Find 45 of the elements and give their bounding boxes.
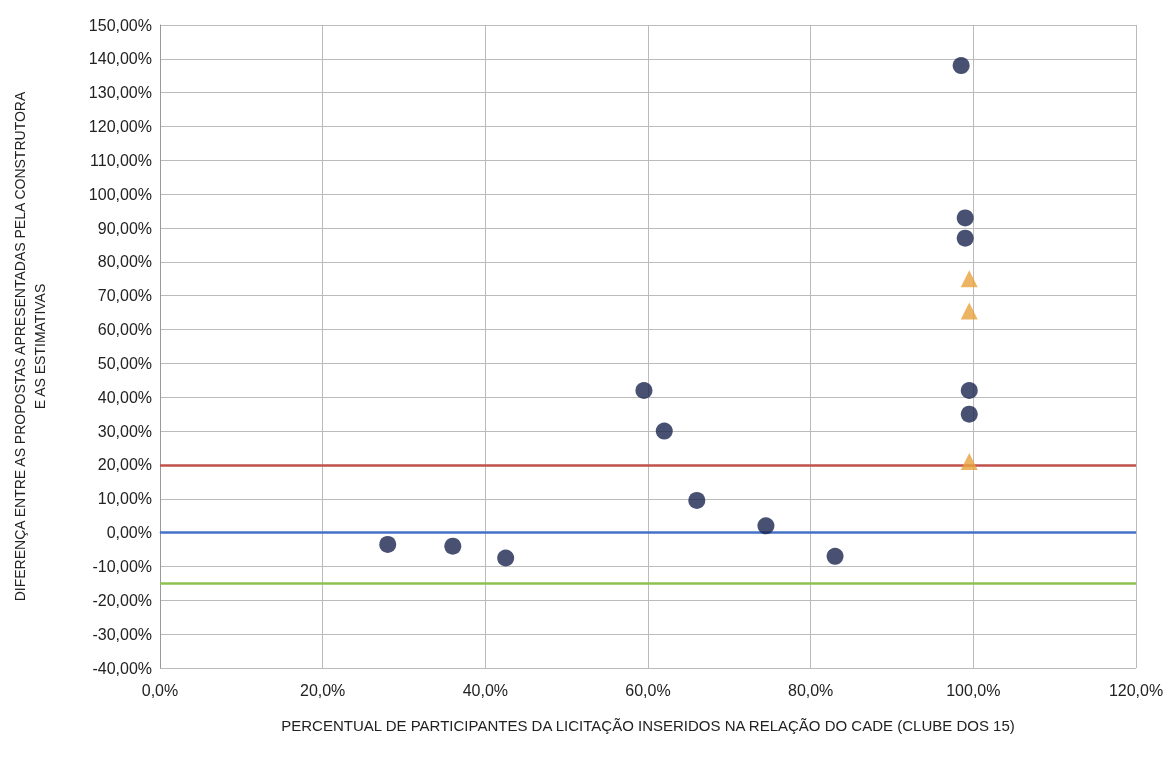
y-tick-label: 140,00% bbox=[88, 50, 152, 68]
point bbox=[956, 209, 974, 227]
point bbox=[757, 517, 775, 535]
x-tick-label: 100,0% bbox=[946, 681, 1001, 699]
x-axis-title: PERCENTUAL DE PARTICIPANTES DA LICITAÇÃO INSERIDOS NA RELAÇÃO DO CADE (CLUBE DOS 15) bbox=[281, 717, 1015, 734]
x-tick-label: 60,0% bbox=[625, 681, 671, 699]
y-tick-label: -20,00% bbox=[92, 591, 152, 609]
y-tick-label: 70,00% bbox=[97, 287, 152, 305]
y-tick-label: 150,00% bbox=[88, 16, 152, 34]
y-tick-label: 130,00% bbox=[88, 84, 152, 102]
point bbox=[688, 491, 706, 509]
y-tick-label: 30,00% bbox=[97, 422, 152, 440]
y-tick-label: 20,00% bbox=[97, 456, 152, 474]
x-tick-label: 0,0% bbox=[141, 681, 179, 699]
y-tick-label: 100,00% bbox=[88, 185, 152, 203]
y-axis-title: DIFERENÇA ENTRE AS PROPOSTAS APRESENTADAS PELA CONSTRUTORA E AS ESTIMATIVAS bbox=[12, 91, 48, 602]
y-tick-label: 80,00% bbox=[97, 253, 152, 271]
y-tick-label: -10,00% bbox=[92, 557, 152, 575]
x-tick-label: 80,0% bbox=[787, 681, 834, 699]
point bbox=[952, 57, 970, 75]
y-tick-label: 110,00% bbox=[90, 151, 152, 169]
y-tick-label: 40,00% bbox=[97, 388, 152, 406]
point bbox=[655, 422, 673, 440]
x-tick-label: 40,0% bbox=[462, 681, 509, 699]
point bbox=[497, 549, 515, 567]
point bbox=[960, 453, 978, 471]
y-tick-label: 10,00% bbox=[97, 490, 152, 508]
y-tick-label: -40,00% bbox=[92, 659, 152, 677]
point bbox=[444, 537, 462, 555]
point bbox=[960, 302, 978, 320]
y-tick-label: 60,00% bbox=[97, 321, 152, 339]
point bbox=[956, 229, 974, 247]
x-tick-label: 120,0% bbox=[1108, 681, 1164, 699]
y-tick-label: 0,00% bbox=[106, 524, 152, 542]
y-tick-label: 120,00% bbox=[88, 118, 152, 136]
y-tick-label: 90,00% bbox=[97, 219, 152, 237]
point bbox=[826, 547, 844, 565]
x-tick-label: 20,0% bbox=[299, 681, 346, 699]
y-tick-label: -30,00% bbox=[92, 625, 152, 643]
point bbox=[379, 535, 397, 553]
y-tick-label: 50,00% bbox=[97, 354, 152, 372]
point bbox=[960, 270, 978, 288]
point bbox=[960, 405, 978, 423]
point bbox=[960, 382, 978, 399]
point bbox=[635, 382, 653, 399]
